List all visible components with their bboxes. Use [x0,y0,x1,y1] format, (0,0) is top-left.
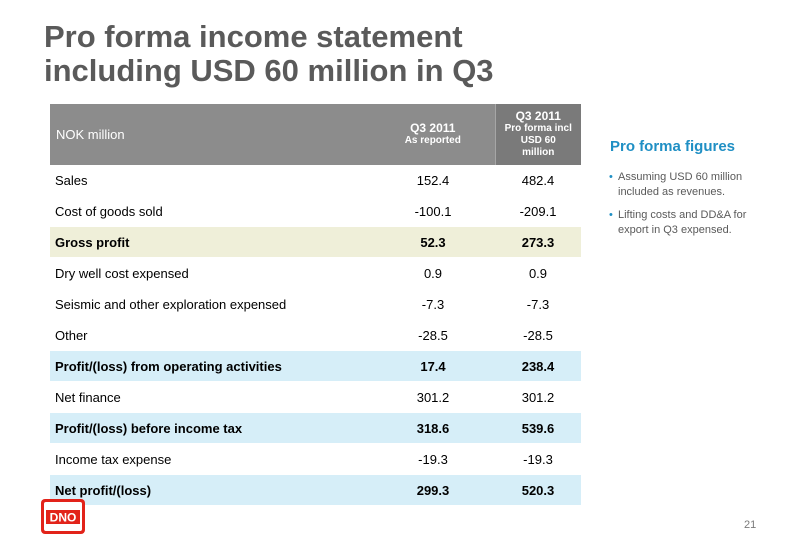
logo-text: DNO [50,511,77,525]
header-pro-forma-sub-1: Pro forma incl [504,123,572,134]
header-pro-forma-sub-3: million [522,147,555,158]
sidebar-bullet-text: Lifting costs and DD&A for export in Q3 … [618,209,747,236]
header-as-reported: Q3 2011 As reported [371,104,495,165]
table-row: Other -28.5 -28.5 [50,319,581,351]
row-pro-forma-value: -19.3 [495,443,581,475]
row-label: Profit/(loss) from operating activities [50,350,371,382]
row-pro-forma-value: 520.3 [495,474,581,506]
sidebar-bullet: • Assuming USD 60 million included as re… [608,170,778,200]
table-row-total: Net profit/(loss) 299.3 520.3 [50,474,581,506]
header-as-reported-sub: As reported [404,135,461,146]
sidebar-bullet: • Lifting costs and DD&A for export in Q… [608,208,778,238]
header-pro-forma-sub-2: USD 60 [520,135,556,146]
row-label: Dry well cost expensed [50,257,371,289]
income-statement-table: NOK million Q3 2011 As reported Q3 2011 … [50,104,581,506]
row-label: Income tax expense [50,443,371,475]
row-label: Gross profit [50,226,371,258]
row-label: Sales [50,165,371,196]
slide-title-line-2: including USD 60 million in Q3 [44,53,494,88]
row-reported-value: 52.3 [371,226,495,258]
sidebar-bullet-list: • Assuming USD 60 million included as re… [608,170,778,246]
row-label: Cost of goods sold [50,195,371,227]
table-row: Cost of goods sold -100.1 -209.1 [50,195,581,227]
row-pro-forma-value: -7.3 [495,288,581,320]
row-reported-value: 0.9 [371,257,495,289]
row-reported-value: 301.2 [371,381,495,413]
row-pro-forma-value: 238.4 [495,350,581,382]
row-pro-forma-value: 0.9 [495,257,581,289]
header-as-reported-period: Q3 2011 [410,121,456,135]
row-pro-forma-value: -28.5 [495,319,581,351]
row-pro-forma-value: -209.1 [495,195,581,227]
row-reported-value: -100.1 [371,195,495,227]
row-label: Seismic and other exploration expensed [50,288,371,320]
row-label: Net finance [50,381,371,413]
row-label: Net profit/(loss) [50,474,371,506]
bullet-dot-icon: • [609,209,613,221]
table-row-subtotal: Profit/(loss) from operating activities … [50,350,581,382]
row-reported-value: 299.3 [371,474,495,506]
header-pro-forma: Q3 2011 Pro forma incl USD 60 million [494,104,581,165]
row-pro-forma-value: 482.4 [495,165,581,196]
sidebar-bullet-text: Assuming USD 60 million included as reve… [618,171,743,198]
row-reported-value: -28.5 [371,319,495,351]
header-label: NOK million [50,104,371,165]
row-pro-forma-value: 301.2 [495,381,581,413]
row-reported-value: -19.3 [371,443,495,475]
row-pro-forma-value: 273.3 [495,226,581,258]
table-row: Income tax expense -19.3 -19.3 [50,443,581,475]
table-row-subtotal: Gross profit 52.3 273.3 [50,226,581,258]
page-number: 21 [744,519,757,531]
slide-title: Pro forma income statement including USD… [44,20,764,88]
table-row: Sales 152.4 482.4 [50,165,581,196]
row-reported-value: 152.4 [371,165,495,196]
table-header-row: NOK million Q3 2011 As reported Q3 2011 … [50,104,581,165]
row-reported-value: -7.3 [371,288,495,320]
sidebar-title: Pro forma figures [610,138,736,155]
table-row-subtotal: Profit/(loss) before income tax 318.6 53… [50,412,581,444]
row-reported-value: 17.4 [371,350,495,382]
slide-title-line-1: Pro forma income statement [44,19,463,54]
table-row: Dry well cost expensed 0.9 0.9 [50,257,581,289]
row-label: Profit/(loss) before income tax [50,412,371,444]
row-reported-value: 318.6 [371,412,495,444]
header-pro-forma-period: Q3 2011 [515,109,561,123]
row-pro-forma-value: 539.6 [495,412,581,444]
table-row: Seismic and other exploration expensed -… [50,288,581,320]
table-row: Net finance 301.2 301.2 [50,381,581,413]
dno-logo: DNO [41,499,85,534]
bullet-dot-icon: • [609,171,613,183]
row-label: Other [50,319,371,351]
